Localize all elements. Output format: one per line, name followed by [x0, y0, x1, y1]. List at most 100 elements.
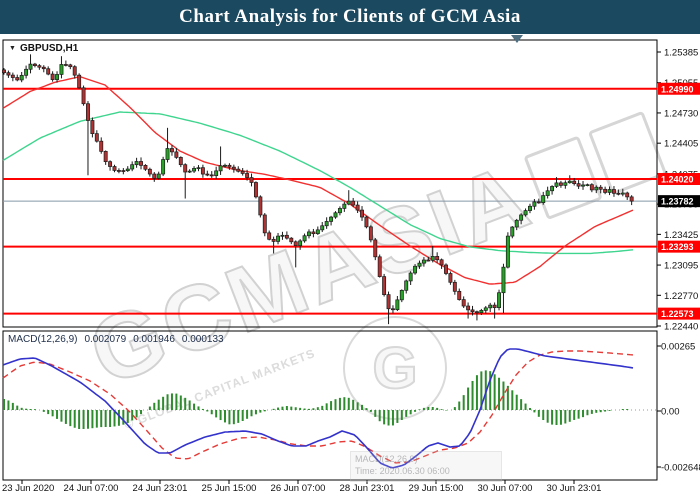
candle-body [311, 231, 316, 235]
candle-body [572, 180, 577, 184]
candle-body [37, 65, 42, 68]
macd-value-hist: 0.000133 [181, 334, 224, 345]
candle-body [452, 281, 457, 292]
candle-body [147, 168, 152, 175]
candle-body [404, 280, 409, 291]
time-tick-label: 30 Jun 07:00 [478, 483, 533, 494]
candle-body [174, 151, 179, 158]
time-tick-label: 30 Jun 23:01 [547, 483, 602, 494]
price-level-badges: 1.24990 1.24020 1.23293 1.22573 1.23782 [658, 82, 700, 320]
candle-body [68, 64, 73, 68]
candle-body [253, 182, 258, 198]
candle-body [236, 168, 241, 172]
candle-body [346, 200, 351, 205]
candle-body [245, 173, 250, 178]
candle-body [625, 192, 630, 198]
price-tick-label: 1.23095 [664, 261, 698, 272]
candle-body [165, 148, 170, 160]
candle-body [50, 73, 55, 80]
candle-body [355, 204, 360, 211]
candle-body [214, 170, 219, 177]
symbol-dropdown[interactable]: ▼ GBPUSD,H1 [9, 43, 78, 54]
time-tick-label: 24 Jun 07:00 [64, 483, 119, 494]
candle-body [470, 309, 475, 313]
macd-indicator-label: MACD(12,26,9) 0.002079 0.001946 0.000133 [8, 334, 224, 345]
price-badge-label: 1.23293 [661, 242, 694, 252]
candle-body [187, 170, 192, 173]
candle-body [302, 235, 307, 242]
candle-body [130, 164, 135, 170]
candle-body [435, 256, 440, 261]
candle-body [510, 226, 515, 237]
candle-body [249, 177, 254, 183]
candle-body [629, 196, 634, 202]
macd-value-signal: 0.001946 [133, 334, 175, 345]
candle-body [497, 292, 501, 308]
candle-body [444, 264, 448, 274]
candle-body [72, 66, 77, 76]
candle-body [15, 77, 20, 81]
candle-body [421, 259, 426, 264]
candle-body [90, 120, 95, 135]
candle-body [324, 221, 329, 227]
candle-body [501, 266, 506, 294]
candle-body [276, 235, 280, 242]
candle-body [426, 259, 431, 262]
candle-body [46, 68, 51, 75]
candle-body [550, 186, 555, 192]
candle-body [576, 183, 581, 187]
price-badge-label: 1.24990 [661, 84, 694, 94]
candle-body [125, 168, 130, 172]
candle-body [483, 307, 488, 311]
candle-body [298, 240, 303, 247]
macd-tick-label: 0.00 [661, 407, 680, 418]
macd-layer [2, 348, 657, 469]
candle-body [554, 182, 559, 187]
candle-body [112, 166, 117, 171]
candle-body [183, 164, 188, 173]
scroll-to-end-icon[interactable] [511, 35, 523, 43]
candle-body [612, 189, 616, 194]
price-tick-label: 1.24405 [664, 139, 698, 150]
candles-layer[interactable] [2, 54, 634, 325]
candle-body [585, 184, 590, 187]
time-tick-label: 24 Jun 23:01 [133, 483, 188, 494]
candle-body [161, 159, 166, 175]
chevron-down-icon: ▼ [9, 45, 16, 52]
time-axis[interactable]: 23 Jun 2020 24 Jun 07:00 24 Jun 23:01 25 Ju… [2, 480, 601, 494]
candle-body [492, 304, 497, 308]
candle-body [320, 225, 325, 231]
candle-body [152, 173, 157, 179]
candle-body [457, 290, 462, 300]
candle-body [558, 182, 563, 186]
candle-body [603, 188, 608, 193]
time-tick-label: 23 Jun 2020 [2, 483, 54, 494]
candle-body [466, 305, 471, 311]
price-axis[interactable]: 1.253851.250551.247301.244051.240751.237… [657, 48, 700, 474]
candle-body [19, 74, 24, 81]
candle-body [399, 289, 404, 301]
candle-body [594, 186, 599, 191]
price-badge [658, 82, 700, 95]
candle-body [205, 173, 210, 176]
candle-body [439, 259, 444, 266]
candle-body [271, 238, 276, 242]
candle-body [24, 68, 29, 76]
candle-body [293, 241, 298, 247]
support-resistance-lines[interactable] [3, 87, 657, 315]
candle-body [351, 200, 356, 206]
candle-body [284, 234, 289, 239]
candle-body [32, 63, 37, 67]
candle-body [134, 161, 139, 166]
candle-body [108, 161, 113, 167]
candle-body [139, 161, 143, 166]
candle-body [368, 226, 373, 241]
candle-body [448, 273, 453, 283]
candle-body [116, 170, 121, 172]
candle-body [567, 180, 572, 184]
candle-body [81, 87, 86, 105]
candle-body [589, 184, 594, 191]
candle-body [218, 165, 223, 172]
candle-body [545, 190, 550, 196]
